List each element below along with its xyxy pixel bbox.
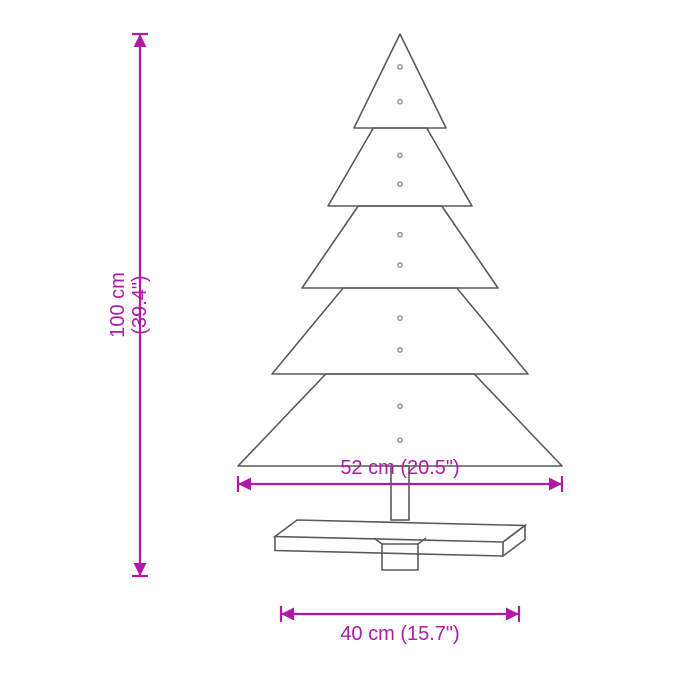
dim-basewidth-label: 40 cm (15.7") [340, 623, 459, 645]
base-plank-top [275, 520, 525, 542]
screw-hole [398, 233, 402, 237]
tree-tier [272, 288, 528, 374]
base-cross-front [382, 544, 418, 570]
diagram-stage: 100 cm(39.4") 52 cm (20.5") 40 cm (15.7") [0, 0, 700, 700]
dim-treewidth-label: 52 cm (20.5") [340, 457, 459, 479]
screw-hole [398, 438, 402, 442]
screw-hole [398, 404, 402, 408]
screw-hole [398, 153, 402, 157]
tree-tier [354, 34, 446, 128]
screw-hole [398, 263, 402, 267]
tree-tier [302, 206, 498, 288]
tree-tier [238, 374, 562, 466]
base-plank-side [503, 526, 525, 557]
dim-height-label: 100 cm(39.4") [107, 272, 151, 338]
screw-hole [398, 316, 402, 320]
screw-hole [398, 348, 402, 352]
screw-hole [398, 99, 402, 103]
screw-hole [398, 182, 402, 186]
screw-hole [398, 65, 402, 69]
diagram-svg: 100 cm(39.4") 52 cm (20.5") 40 cm (15.7") [0, 0, 700, 700]
tree-tier [328, 128, 472, 206]
